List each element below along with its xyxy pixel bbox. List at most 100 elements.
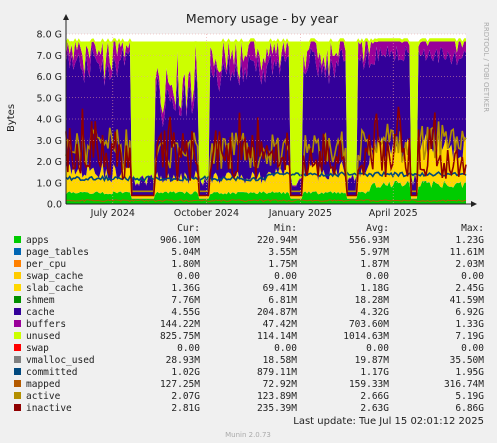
legend-cur: 7.76M	[171, 295, 200, 306]
legend-min: 47.42M	[263, 319, 298, 330]
x-tick-label: October 2024	[174, 208, 239, 219]
x-tick-label: July 2024	[90, 208, 135, 219]
legend-header: Min:	[274, 223, 297, 234]
legend-name: page_tables	[26, 247, 89, 258]
legend-min: 1.75M	[268, 259, 297, 270]
legend-swatch	[14, 296, 21, 303]
legend-max: 1.33G	[455, 319, 484, 330]
munin-footer: Munin 2.0.73	[225, 431, 271, 439]
legend-max: 2.45G	[455, 283, 484, 294]
legend-name: swap	[26, 343, 49, 354]
legend-avg: 556.93M	[349, 235, 389, 246]
legend-max: 11.61M	[450, 247, 485, 258]
series-mapped	[65, 199, 467, 203]
legend-header: Cur:	[177, 223, 200, 234]
series-unused	[66, 38, 466, 186]
legend-max: 6.86G	[455, 403, 484, 414]
legend-swatch	[14, 368, 21, 375]
legend-name: shmem	[26, 295, 55, 306]
legend-swatch	[14, 332, 21, 339]
legend-cur: 127.25M	[160, 379, 200, 390]
legend-avg: 4.32G	[360, 307, 389, 318]
y-tick-label: 2.0 G	[37, 157, 63, 168]
legend-avg: 19.87M	[355, 355, 390, 366]
legend-min: 6.81M	[268, 295, 297, 306]
y-tick-label: 1.0 G	[37, 178, 63, 189]
legend-header: Max:	[461, 223, 484, 234]
legend-swatch	[14, 272, 21, 279]
legend-min: 879.11M	[257, 367, 297, 378]
y-tick-label: 4.0 G	[37, 115, 63, 126]
series-buffers	[66, 41, 466, 187]
legend-max: 2.03M	[455, 259, 484, 270]
legend-name: active	[26, 391, 61, 402]
legend-name: apps	[26, 235, 49, 246]
legend-avg: 703.60M	[349, 319, 389, 330]
legend-name: swap_cache	[26, 271, 83, 282]
legend-max: 6.92G	[455, 307, 484, 318]
legend-min: 235.39M	[257, 403, 297, 414]
legend-swatch	[14, 392, 21, 399]
legend-avg: 2.66G	[360, 391, 389, 402]
legend-name: slab_cache	[26, 283, 83, 294]
x-tick-label: April 2025	[369, 208, 418, 219]
legend-cur: 144.22M	[160, 319, 200, 330]
legend-cur: 906.10M	[160, 235, 200, 246]
legend-cur: 825.75M	[160, 331, 200, 342]
legend-name: committed	[26, 367, 77, 378]
legend-swatch	[14, 320, 21, 327]
legend-avg: 1.18G	[360, 283, 389, 294]
legend-name: per_cpu	[26, 259, 66, 270]
legend-cur: 1.80M	[171, 259, 200, 270]
legend-swatch	[14, 380, 21, 387]
legend-cur: 2.81G	[171, 403, 200, 414]
legend-name: buffers	[26, 319, 66, 330]
legend-min: 72.92M	[263, 379, 298, 390]
y-axis: 0.0 1.0 G 2.0 G 3.0 G 4.0 G 5.0 G 6.0 G 7.0 G 8.…	[37, 30, 466, 211]
legend-cur: 0.00	[177, 343, 200, 354]
legend-swatch	[14, 308, 21, 315]
y-tick-label: 6.0 G	[37, 72, 63, 83]
legend-min: 3.55M	[268, 247, 297, 258]
legend-cur: 5.04M	[171, 247, 200, 258]
legend-avg: 18.28M	[355, 295, 390, 306]
chart-title: Memory usage - by year	[186, 11, 339, 26]
y-tick-label: 7.0 G	[37, 51, 63, 62]
legend-cur: 1.36G	[171, 283, 200, 294]
legend-cur: 1.02G	[171, 367, 200, 378]
legend-max: 5.19G	[455, 391, 484, 402]
legend-max: 7.19G	[455, 331, 484, 342]
y-axis-label: Bytes	[6, 104, 17, 132]
series-inactive	[65, 106, 467, 197]
legend-avg: 2.63G	[360, 403, 389, 414]
y-tick-label: 8.0 G	[37, 30, 63, 41]
legend-min: 0.00	[274, 343, 297, 354]
legend-avg: 1014.63M	[343, 331, 389, 342]
legend-swatch	[14, 236, 21, 243]
legend-max: 0.00	[461, 343, 484, 354]
legend-min: 69.41M	[263, 283, 298, 294]
y-tick-label: 0.0	[47, 200, 62, 211]
series-apps	[66, 180, 466, 204]
legend-max: 41.59M	[450, 295, 485, 306]
legend-min: 220.94M	[257, 235, 297, 246]
legend-name: vmalloc_used	[26, 355, 95, 366]
x-tick-label: January 2025	[268, 208, 332, 219]
legend-cur: 0.00	[177, 271, 200, 282]
legend-cur: 4.55G	[171, 307, 200, 318]
legend: Cur: Min: Avg: Max: apps 906.10M 220.94M 556.93…	[14, 223, 484, 414]
x-axis-arrow	[471, 201, 477, 207]
legend-name: cache	[26, 307, 55, 318]
legend-cur: 2.07G	[171, 391, 200, 402]
legend-swatch	[14, 260, 21, 267]
legend-max: 35.50M	[450, 355, 485, 366]
legend-swatch	[14, 284, 21, 291]
legend-avg: 159.33M	[349, 379, 389, 390]
legend-avg: 1.17G	[360, 367, 389, 378]
legend-cur: 28.93M	[166, 355, 201, 366]
legend-name: inactive	[26, 403, 72, 414]
legend-min: 114.14M	[257, 331, 297, 342]
y-tick-label: 5.0 G	[37, 93, 63, 104]
legend-header: Avg:	[366, 223, 389, 234]
